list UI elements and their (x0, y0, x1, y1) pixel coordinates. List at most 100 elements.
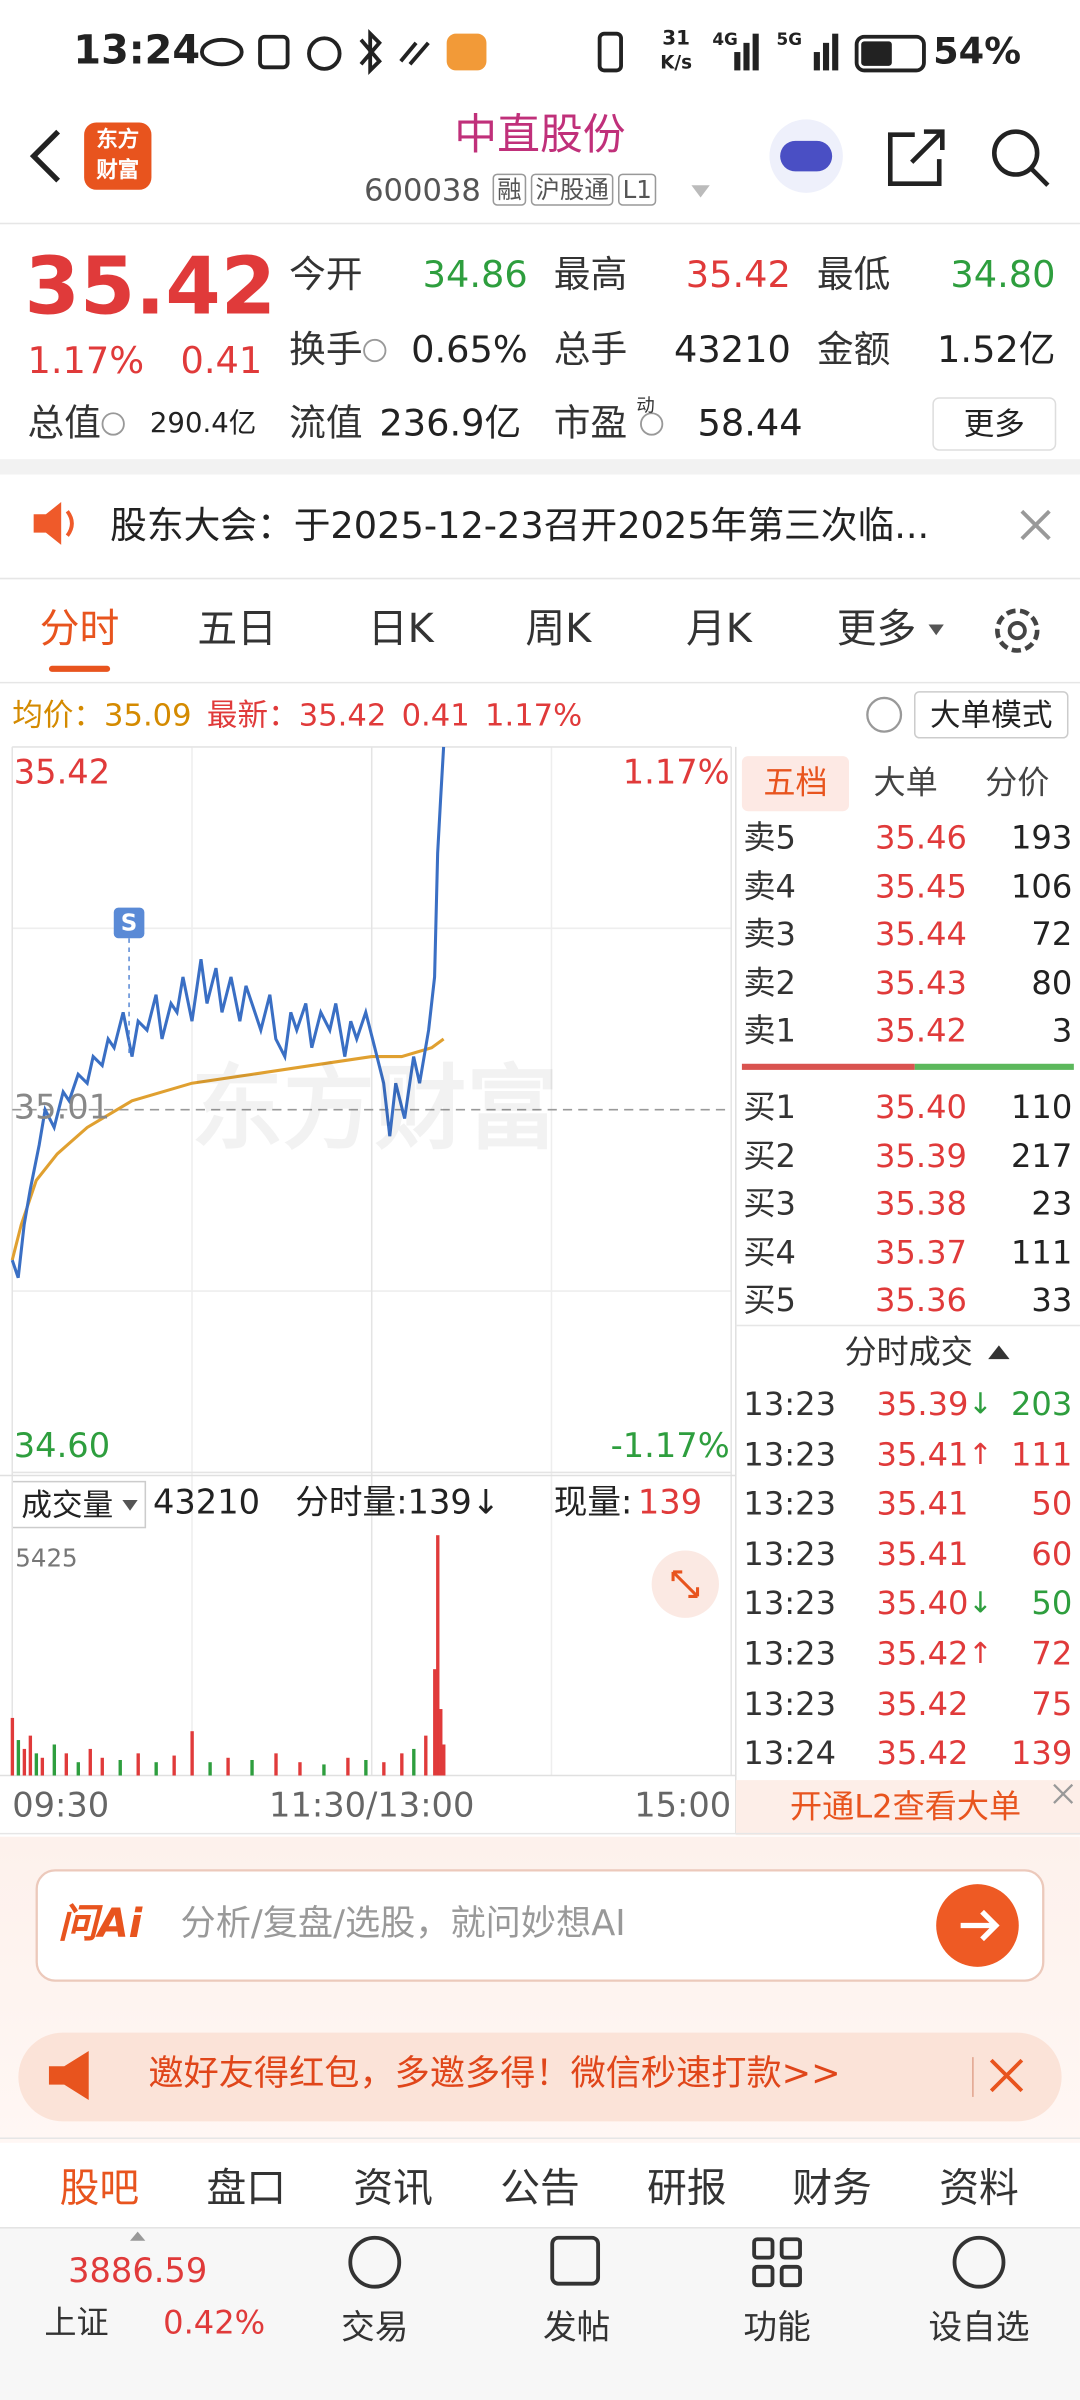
book-price: 35.39 (874, 1137, 967, 1174)
tab[interactable]: 月K (686, 606, 752, 653)
share-button[interactable] (887, 129, 945, 186)
book-volume: 193 (1010, 819, 1073, 857)
func-icon (779, 2264, 802, 2288)
nav-icons (348, 2235, 1006, 2289)
content-tab[interactable]: 盘口 (206, 2166, 287, 2213)
eye-icon (200, 37, 244, 67)
nav-item[interactable]: 发帖 (543, 2309, 611, 2348)
volume-bar (172, 1755, 176, 1776)
post-icon[interactable] (550, 2235, 601, 2286)
bar (752, 33, 759, 71)
trades-title: 分时成交 (844, 1333, 973, 1371)
active-book-tab (741, 756, 849, 812)
volume-bar (400, 1753, 404, 1776)
tab[interactable]: 五日 (197, 606, 277, 653)
minute-volume: 分时量:139↓ (295, 1484, 500, 1523)
pct-label: -1.17% (610, 1427, 730, 1467)
settings-button[interactable] (995, 608, 1040, 653)
trade-price: 35.42 (876, 1735, 969, 1772)
field-label: 市盈 (553, 401, 628, 445)
volume-label[interactable]: 成交量 (21, 1486, 114, 1523)
field-value: 0.65% (411, 328, 528, 372)
help-button[interactable] (866, 696, 903, 733)
tab[interactable]: 分时 (39, 606, 120, 653)
book-label: 卖4 (743, 867, 797, 905)
content-tab[interactable]: 公告 (500, 2166, 580, 2213)
banner-close[interactable] (989, 2058, 1024, 2093)
book-label: 卖5 (743, 819, 797, 857)
book-price: 35.38 (874, 1185, 967, 1223)
banner[interactable] (18, 2032, 1062, 2122)
book-tab[interactable]: 分价 (985, 764, 1050, 802)
book-volume: 111 (1010, 1233, 1073, 1271)
vibrate-icon (597, 31, 623, 73)
func-icon (779, 2237, 802, 2260)
back-button[interactable] (29, 129, 61, 183)
volume-bar (274, 1753, 278, 1776)
tab[interactable]: 更多 (836, 606, 917, 653)
l2-label[interactable]: 开通L2查看大单 (790, 1788, 1022, 1826)
book-price: 35.45 (874, 867, 967, 905)
book-tab[interactable]: 大单 (873, 764, 938, 802)
nfc-icon (258, 34, 290, 70)
stock-code: 600038 (364, 171, 481, 209)
more-label[interactable]: 更多 (963, 405, 1025, 443)
tab[interactable]: 周K (525, 606, 592, 653)
trade-price: 35.42 (876, 1685, 969, 1722)
l2-bar[interactable] (735, 1780, 1080, 1836)
content-tab[interactable]: 资讯 (353, 2166, 433, 2213)
volume-bar (364, 1759, 368, 1776)
trade-time: 13:23 (743, 1635, 837, 1673)
volume-bar (40, 1757, 45, 1776)
trade-price: 35.41 (876, 1485, 969, 1523)
book-label: 买2 (743, 1137, 797, 1174)
volume-bar (322, 1764, 326, 1776)
l2-close[interactable] (1053, 1783, 1074, 1804)
now-volume: 139 (637, 1484, 703, 1523)
more-button[interactable] (932, 397, 1057, 451)
book-price: 35.44 (874, 915, 967, 953)
tab[interactable]: 日K (367, 606, 434, 653)
trade-icon[interactable] (348, 2235, 402, 2289)
content-tab[interactable]: 研报 (647, 2166, 727, 2213)
logo-text: 东方 (96, 127, 140, 153)
net-speed-unit: K/s (660, 51, 693, 74)
trade-time: 13:23 (743, 1535, 837, 1573)
content-tab[interactable]: 资料 (939, 2166, 1019, 2213)
mode-button[interactable] (913, 691, 1069, 739)
content-tab[interactable]: 财务 (792, 2166, 872, 2213)
notice-close[interactable] (1020, 509, 1051, 541)
book-volume: 217 (1010, 1137, 1073, 1174)
search-button[interactable] (992, 129, 1040, 177)
content-tab[interactable]: 股吧 (59, 2166, 140, 2213)
price-line (10, 746, 446, 1279)
volume-bar (424, 1735, 428, 1776)
avg-line (10, 1037, 445, 1261)
speaker-wave (65, 510, 74, 537)
mode-label[interactable]: 大单模式 (930, 696, 1053, 734)
volume-bar (412, 1748, 416, 1776)
notice-text[interactable]: 股东大会：于2025-12-23召开2025年第三次临... (110, 504, 930, 548)
book-volume: 110 (1010, 1088, 1073, 1126)
nav-item[interactable]: 交易 (341, 2309, 409, 2348)
volume-bar (226, 1757, 230, 1776)
nav-item[interactable]: 功能 (743, 2309, 811, 2348)
dropdown-icon[interactable] (691, 185, 710, 198)
banner-text[interactable]: 邀好友得红包，多邀多得！微信秒速打款>> (148, 2054, 841, 2095)
volume-bar (64, 1753, 68, 1776)
ai-placeholder[interactable]: 分析/复盘/选股，就问妙想AI (180, 1904, 626, 1945)
app-icon (446, 33, 487, 71)
func-icon[interactable] (752, 2237, 775, 2260)
volume-bar (382, 1762, 386, 1776)
trade-price: 35.41 (876, 1435, 969, 1473)
volume-bar (76, 1762, 80, 1776)
header-icons (887, 129, 1050, 187)
volume-bar (10, 1717, 15, 1776)
book-tab[interactable]: 五档 (763, 764, 828, 802)
watch-icon[interactable] (952, 2235, 1006, 2289)
nav-item[interactable]: 设自选 (928, 2309, 1030, 2348)
volume-bar (208, 1762, 212, 1776)
ai-input[interactable] (35, 1869, 1045, 1982)
signal-label: S (120, 909, 138, 937)
trade-price: 35.39 (876, 1385, 969, 1423)
